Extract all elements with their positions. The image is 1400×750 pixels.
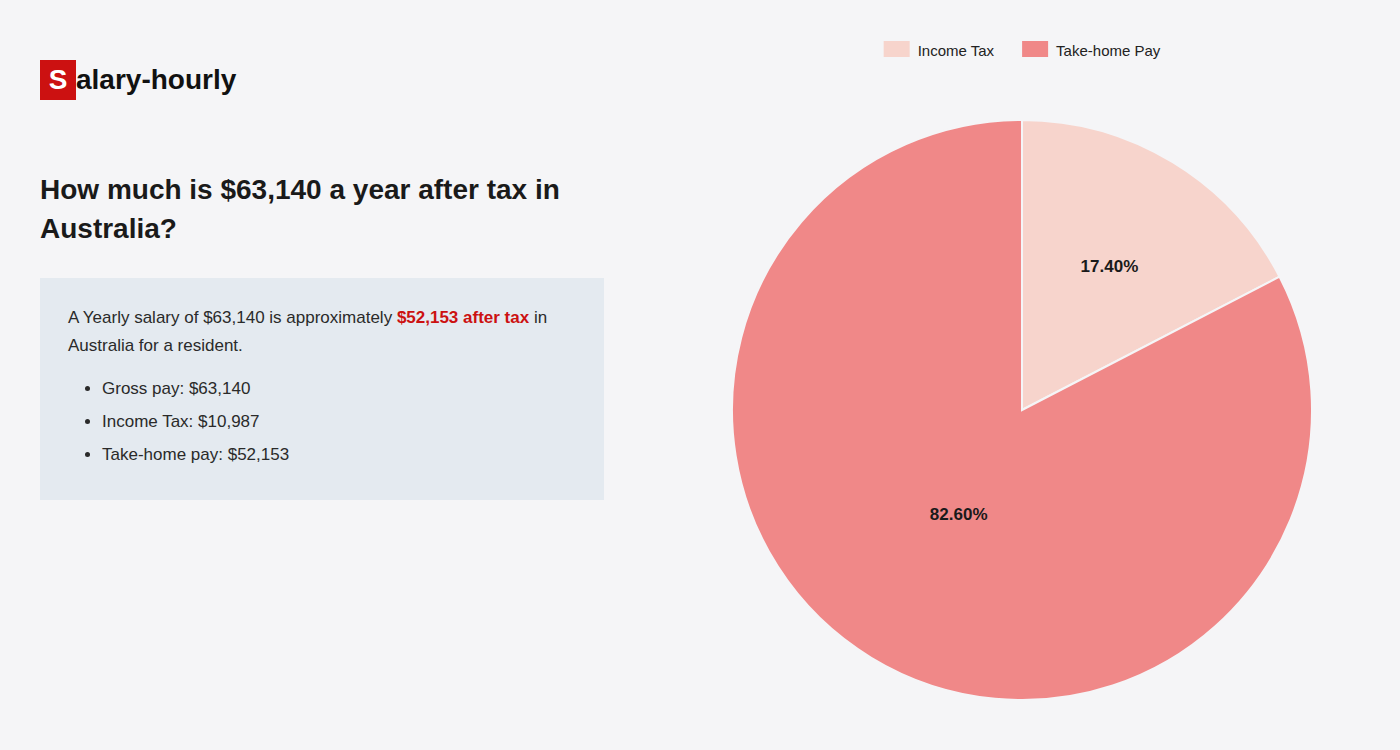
legend: Income Tax Take-home Pay <box>884 41 1161 59</box>
data-label: 17.40% <box>1081 257 1139 276</box>
intro-paragraph: A Yearly salary of $63,140 is approximat… <box>68 304 576 358</box>
logo: Salary-hourly <box>40 60 604 100</box>
bullet-item: Income Tax: $10,987 <box>102 408 576 435</box>
pie-slice <box>732 120 1312 700</box>
pie-chart: 17.40% 82.60% Income Tax Take-home Pay <box>644 0 1400 750</box>
legend-swatch <box>884 41 910 57</box>
bullet-item: Take-home pay: $52,153 <box>102 441 576 468</box>
logo-mark: S <box>40 60 76 100</box>
intro-line2: Australia for a resident. <box>68 336 243 355</box>
legend-item: Take-home Pay <box>1022 41 1161 59</box>
pie-panel: 17.40% 82.60% Income Tax Take-home Pay <box>644 0 1400 750</box>
text-panel: Salary-hourly How much is $63,140 a year … <box>0 0 644 750</box>
info-box: A Yearly salary of $63,140 is approximat… <box>40 278 604 500</box>
intro-text: A Yearly salary of $63,140 is approximat… <box>68 308 397 327</box>
intro-highlight: $52,153 after tax <box>397 308 529 327</box>
legend-item: Income Tax <box>884 41 995 59</box>
logo-text: alary-hourly <box>76 64 236 96</box>
heading: How much is $63,140 a year after tax in … <box>40 170 604 248</box>
slices <box>732 120 1312 700</box>
bullet-item: Gross pay: $63,140 <box>102 375 576 402</box>
legend-label: Income Tax <box>918 42 995 59</box>
legend-swatch <box>1022 41 1048 57</box>
intro-text-end: in <box>529 308 547 327</box>
data-label: 82.60% <box>930 505 988 524</box>
legend-label: Take-home Pay <box>1056 42 1161 59</box>
bullet-list: Gross pay: $63,140 Income Tax: $10,987 Tak… <box>68 375 576 469</box>
